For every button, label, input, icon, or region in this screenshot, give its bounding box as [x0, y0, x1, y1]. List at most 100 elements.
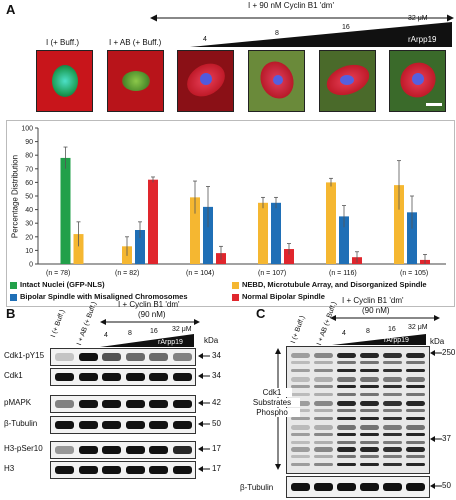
band-3-2: [78, 400, 98, 408]
band-3-5: [149, 400, 168, 408]
blot-row-4: [50, 416, 196, 434]
scale-bar: [426, 103, 442, 106]
y-tick-label-70: 70: [25, 166, 33, 173]
blot-row-arrow-5: [198, 446, 210, 452]
band-1-4: [125, 353, 145, 361]
side-label-2: Substrates: [244, 398, 300, 407]
panel-c-col-5: 16: [388, 326, 396, 333]
tubulin-c-band-2: [314, 483, 333, 491]
band-5-1: [55, 446, 74, 454]
phospho-blot: [286, 346, 430, 474]
panel-b-col-4: 8: [128, 330, 132, 337]
band-2-4: [125, 373, 145, 381]
band-5-4: [125, 446, 145, 454]
panel-c-tubulin-blot: [286, 476, 430, 498]
micrograph-1: [36, 50, 93, 112]
band-4-4: [125, 421, 145, 429]
band-4-2: [78, 421, 98, 429]
tubulin-c-band-4: [360, 483, 379, 491]
panel-b-wedge: [100, 334, 194, 347]
band-6-2: [78, 466, 98, 474]
bar-g4-s2: [258, 202, 268, 264]
phospho-lane-6: [406, 347, 425, 473]
panel-b-subheader: (90 nM): [138, 310, 166, 319]
panel-a-dose-8: 8: [275, 30, 279, 37]
band-4-1: [55, 421, 74, 429]
phospho-lane-2: [314, 347, 333, 473]
bar-g3-s3: [203, 206, 213, 264]
band-5-6: [172, 446, 192, 454]
y-tick-label-20: 20: [25, 234, 33, 241]
blot-row-kda-4: 50: [212, 419, 221, 428]
blot-row-2: [50, 368, 196, 386]
marker-37: 37: [442, 434, 451, 443]
panel-b-letter: B: [6, 306, 16, 321]
panel-c-tubulin-kda: 50: [442, 481, 451, 490]
n-label-1: (n = 78): [46, 270, 71, 277]
legend-misaligned: Bipolar Spindle with Misaligned Chromoso…: [10, 292, 188, 301]
band-3-1: [55, 400, 74, 408]
blot-row-label-5: H3-pSer10: [4, 444, 43, 453]
legend-nebd: NEBD, Microtubule Array, and Disorganize…: [232, 280, 427, 289]
panel-c-col-1: I (+ Buff.): [290, 314, 307, 345]
blot-row-1: [50, 348, 196, 366]
band-1-5: [149, 353, 168, 361]
panel-c-kda-header: kDa: [430, 337, 445, 346]
blot-row-arrow-4: [198, 421, 210, 427]
blot-row-5: [50, 441, 196, 459]
band-4-5: [149, 421, 168, 429]
panel-a-letter: A: [6, 2, 16, 17]
y-tick-label-80: 80: [25, 153, 33, 160]
n-label-5: (n = 116): [329, 270, 357, 277]
panel-a-dose-4: 4: [203, 36, 207, 43]
band-1-1: [55, 353, 74, 361]
panel-c-col-3: 4: [342, 330, 346, 337]
panel-a-wedge: [190, 22, 452, 47]
y-tick-label-90: 90: [25, 139, 33, 146]
y-tick-label-0: 0: [29, 262, 33, 269]
side-label-3: Phospho: [244, 408, 300, 417]
tubulin-c-band-5: [383, 483, 402, 491]
panel-c-wedge: [332, 334, 426, 345]
micrograph-3: [177, 50, 234, 112]
panel-b-col-3: 4: [104, 332, 108, 339]
bar-g1-s1: [60, 157, 71, 264]
panel-c-col-4: 8: [366, 328, 370, 335]
phospho-lane-3: [337, 347, 356, 473]
panel-a-wedge-label: rArpp19: [408, 35, 437, 44]
micrograph-4: [248, 50, 305, 112]
blot-row-arrow-1: [198, 353, 210, 359]
marker-arrow-37: [430, 436, 442, 442]
panel-b-col-6: 32 μM: [172, 326, 192, 333]
blot-row-arrow-6: [198, 466, 210, 472]
marker-250: 250: [442, 348, 456, 357]
blot-row-label-2: Cdk1: [4, 371, 23, 380]
bar-g1-s2: [73, 234, 84, 264]
blot-row-kda-5: 17: [212, 444, 221, 453]
micrograph-6: [389, 50, 446, 112]
band-1-2: [78, 353, 98, 361]
tubulin-c-band-3: [337, 483, 356, 491]
bar-g6-s3: [407, 212, 417, 264]
bar-g2-s3: [135, 230, 145, 264]
band-1-3: [102, 353, 121, 361]
legend-intact-nuclei: Intact Nuclei (GFP-NLS): [10, 280, 105, 289]
band-4-6: [172, 421, 192, 429]
bar-g3-s2: [190, 197, 200, 264]
blot-row-label-1: Cdk1-pY15: [4, 351, 45, 360]
band-2-3: [102, 373, 121, 381]
panel-b-col-5: 16: [150, 328, 158, 335]
y-tick-label-60: 60: [25, 180, 33, 187]
band-5-5: [149, 446, 168, 454]
panel-c-tubulin-arrow: [430, 483, 442, 489]
blot-row-3: [50, 395, 196, 413]
band-1-6: [172, 353, 192, 361]
bar-g2-s4: [148, 179, 158, 264]
bar-g4-s4: [284, 249, 294, 264]
n-label-3: (n = 104): [186, 270, 215, 277]
panel-a-unit: 32 μM: [408, 15, 428, 22]
y-tick-label-50: 50: [25, 194, 33, 201]
side-label-1: Cdk1: [252, 388, 292, 397]
image-label-1: I (+ Buff.): [46, 38, 79, 47]
panel-c-wedge-label: rArpp19: [384, 337, 409, 344]
